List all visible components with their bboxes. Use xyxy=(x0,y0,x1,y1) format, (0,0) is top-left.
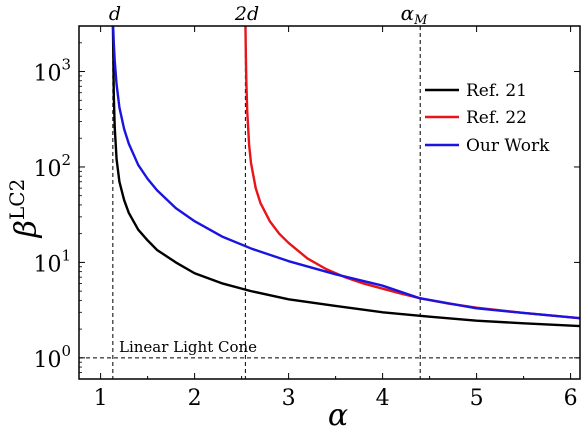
vline-label-d: d xyxy=(109,3,121,25)
series-line-ref-22 xyxy=(244,26,580,320)
x-axis-title: α xyxy=(328,398,348,431)
series-line-our-work xyxy=(111,26,580,320)
x-tick-label: 3 xyxy=(282,386,296,411)
y-tick-label: 101 xyxy=(33,246,71,277)
x-tick-label: 5 xyxy=(470,386,484,411)
x-tick-label: 4 xyxy=(376,386,390,411)
svg-text:βLC2: βLC2 xyxy=(5,179,44,239)
x-tick-label: 2 xyxy=(188,386,202,411)
y-tick-label: 103 xyxy=(33,56,71,87)
vline-label-2d: 2d xyxy=(234,3,259,25)
y-axis-title: βLC2 xyxy=(5,179,44,239)
y-tick-label: 102 xyxy=(33,151,71,182)
hline-label: Linear Light Cone xyxy=(119,338,257,356)
x-tick-label: 1 xyxy=(94,386,108,411)
y-tick-label: 100 xyxy=(33,342,71,373)
x-tick-label: 6 xyxy=(564,386,578,411)
legend-label-ref21: Ref. 21 xyxy=(466,81,527,101)
legend: Ref. 21 Ref. 22 Our Work xyxy=(425,81,550,156)
legend-entry-ref21: Ref. 21 xyxy=(425,81,527,101)
plot-frame xyxy=(78,25,581,380)
series-line-ref-21 xyxy=(111,26,580,328)
legend-label-ref22: Ref. 22 xyxy=(466,108,527,128)
legend-entry-our-work: Our Work xyxy=(425,136,550,156)
legend-entry-ref22: Ref. 22 xyxy=(425,108,527,128)
legend-label-our-work: Our Work xyxy=(466,136,550,156)
vline-label-alpha-m: αM xyxy=(401,1,429,28)
